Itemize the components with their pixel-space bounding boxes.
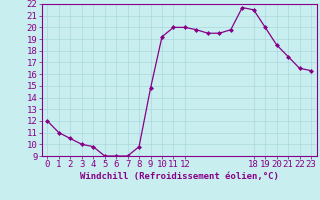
X-axis label: Windchill (Refroidissement éolien,°C): Windchill (Refroidissement éolien,°C) (80, 172, 279, 181)
